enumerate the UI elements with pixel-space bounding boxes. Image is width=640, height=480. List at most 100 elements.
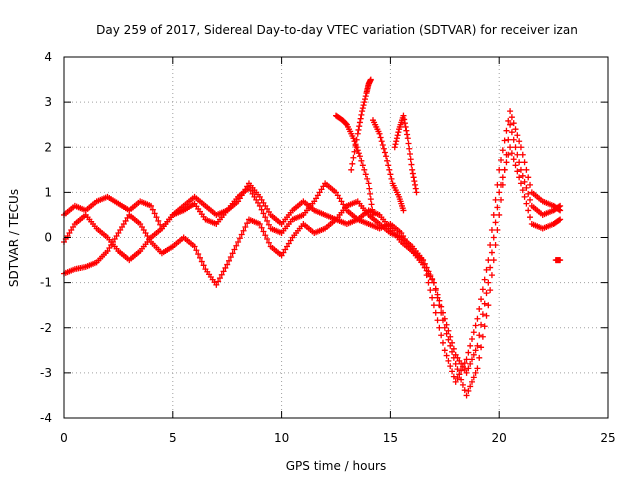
data-point [106, 245, 113, 252]
data-point [406, 145, 413, 152]
data-point [262, 232, 269, 239]
data-point [465, 387, 472, 394]
data-point [260, 228, 267, 235]
data-point [494, 204, 501, 211]
data-point [242, 186, 249, 193]
data-point [320, 183, 327, 190]
data-point [285, 240, 292, 247]
data-point [456, 357, 463, 364]
data-point [499, 147, 506, 154]
data-point [119, 223, 126, 230]
data-point [508, 150, 515, 157]
data-point [452, 360, 459, 367]
data-point [149, 206, 156, 213]
data-point [490, 234, 497, 241]
y-axis-label: SDTVAR / TECUs [7, 189, 21, 287]
data-point [494, 226, 501, 233]
data-point [427, 287, 434, 294]
data-point [264, 236, 271, 243]
data-point [461, 366, 468, 373]
data-point [445, 336, 452, 343]
data-point [256, 220, 263, 227]
data-point [287, 237, 294, 244]
data-point [284, 243, 291, 250]
data-point [503, 159, 510, 166]
data-point [265, 239, 272, 246]
data-point [265, 221, 272, 228]
data-point [463, 392, 470, 399]
data-point [436, 297, 443, 304]
data-point [454, 354, 461, 361]
series-outlier [552, 257, 564, 264]
data-point [514, 151, 521, 158]
data-point [447, 342, 454, 349]
data-point [470, 329, 477, 336]
y-tick-label: 4 [44, 50, 52, 64]
series-spike-3 [369, 117, 407, 214]
data-point [198, 258, 205, 265]
data-point [470, 351, 477, 358]
data-point [222, 264, 229, 271]
data-point [226, 257, 233, 264]
x-tick-label: 5 [169, 431, 177, 445]
data-point [351, 148, 358, 155]
data-point [525, 174, 532, 181]
data-point [251, 193, 258, 200]
data-point [478, 344, 485, 351]
data-point [348, 166, 355, 173]
data-point [394, 132, 401, 139]
data-point [364, 175, 371, 182]
x-tick-label: 0 [60, 431, 68, 445]
data-point [510, 136, 517, 143]
data-point [507, 108, 514, 115]
data-point [429, 276, 436, 283]
data-point [527, 181, 534, 188]
data-point [479, 333, 486, 340]
data-point [356, 123, 363, 130]
data-point [556, 217, 563, 224]
data-point [488, 272, 495, 279]
y-tick-label: 2 [44, 140, 52, 154]
data-point [120, 220, 127, 227]
data-point [452, 351, 459, 358]
data-point [355, 126, 362, 133]
data-point [479, 286, 486, 293]
data-point [505, 117, 512, 124]
data-point [516, 174, 523, 181]
data-point [258, 196, 265, 203]
data-point [122, 217, 129, 224]
data-point [425, 279, 432, 286]
data-point [521, 159, 528, 166]
data-point [262, 214, 269, 221]
data-point [140, 226, 147, 233]
data-point [510, 120, 517, 127]
y-tick-label: -3 [40, 366, 52, 380]
data-point [516, 138, 523, 145]
data-point [258, 206, 265, 213]
data-point [490, 211, 497, 218]
data-point [240, 227, 247, 234]
data-point [441, 324, 448, 331]
data-point [496, 211, 503, 218]
data-point [519, 151, 526, 158]
data-point [439, 339, 446, 346]
data-point [507, 121, 514, 128]
data-point [445, 357, 452, 364]
data-point [472, 322, 479, 329]
data-point [463, 369, 470, 376]
data-points [61, 76, 564, 399]
data-point [481, 276, 488, 283]
data-point [386, 166, 393, 173]
data-point [244, 183, 251, 190]
data-point [155, 217, 162, 224]
data-point [494, 181, 501, 188]
axis-ticks [63, 56, 609, 419]
data-point [405, 140, 412, 147]
data-point [231, 246, 238, 253]
data-point [496, 189, 503, 196]
data-point [514, 168, 521, 175]
data-point [508, 114, 515, 121]
data-point [461, 387, 468, 394]
data-point [488, 226, 495, 233]
